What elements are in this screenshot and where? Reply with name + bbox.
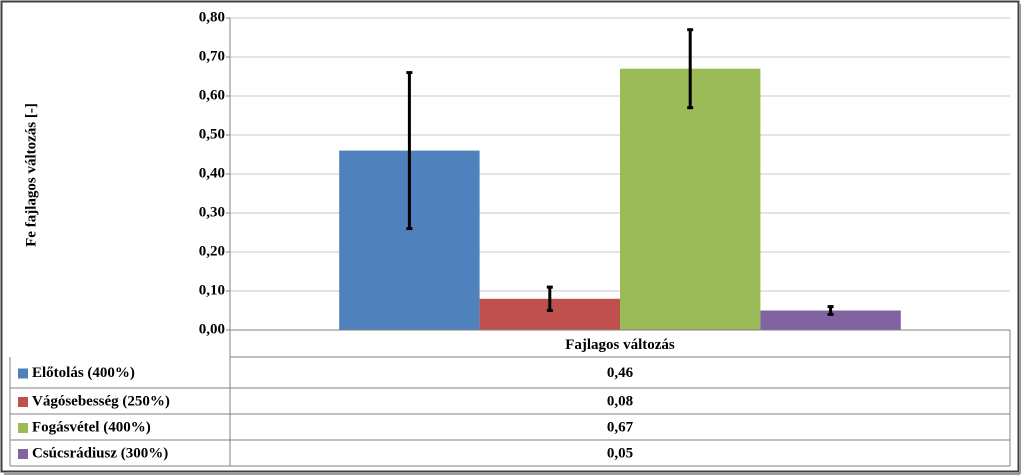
table-value: 0,05 bbox=[607, 445, 633, 461]
legend-key bbox=[18, 368, 28, 379]
legend-key bbox=[18, 449, 28, 459]
bar bbox=[620, 68, 761, 330]
table-value: 0,08 bbox=[607, 393, 633, 409]
y-tick-label: 0,70 bbox=[199, 48, 225, 64]
legend-label: Fogásvétel (400%) bbox=[32, 419, 151, 435]
y-tick-label: 0,00 bbox=[199, 321, 225, 337]
table-header: Fajlagos változás bbox=[565, 337, 675, 353]
y-tick-label: 0,10 bbox=[199, 282, 225, 298]
legend-label: Előtolás (400%) bbox=[32, 365, 135, 381]
y-axis-title: Fe fajlagos változás [-] bbox=[23, 103, 39, 247]
y-tick-label: 0,20 bbox=[199, 243, 225, 259]
y-tick-label: 0,60 bbox=[199, 87, 225, 103]
bar bbox=[760, 310, 901, 330]
y-tick-label: 0,30 bbox=[199, 204, 225, 220]
legend-key bbox=[18, 397, 28, 407]
y-tick-label: 0,80 bbox=[199, 9, 225, 25]
y-tick-label: 0,50 bbox=[199, 126, 225, 142]
table-value: 0,67 bbox=[607, 419, 634, 435]
legend-key bbox=[18, 423, 28, 433]
legend-label: Vágósebesség (250%) bbox=[32, 393, 170, 409]
table-value: 0,46 bbox=[607, 365, 634, 381]
y-tick-label: 0,40 bbox=[199, 165, 225, 181]
legend-label: Csúcsrádiusz (300%) bbox=[32, 445, 168, 461]
